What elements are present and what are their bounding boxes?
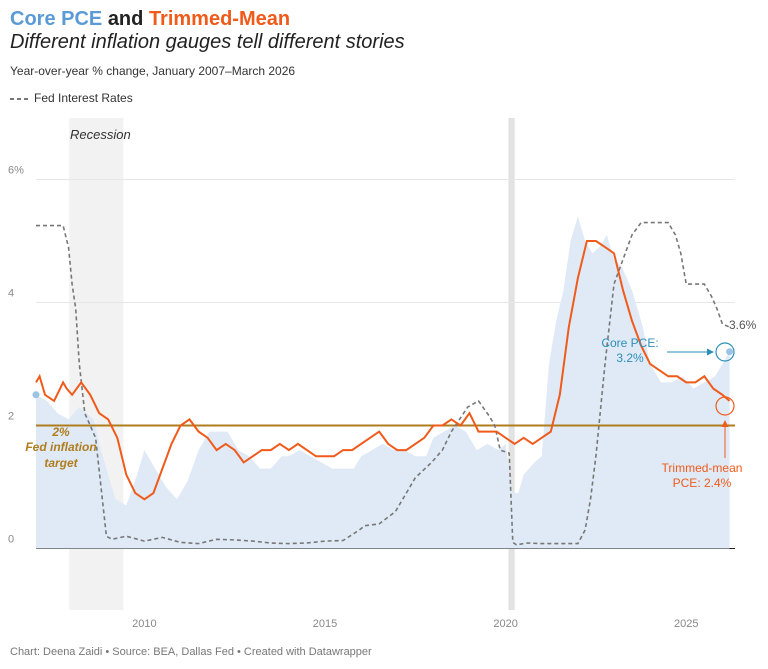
title-and: and (107, 8, 144, 30)
core-pce-label-line1: Core PCE: (601, 336, 658, 350)
target-label-line3: target (44, 456, 78, 470)
target-label-line1: 2% (51, 425, 70, 439)
chart-subtitle: Different inflation gauges tell differen… (10, 31, 405, 53)
trimmed-mean-label-line1: Trimmed-mean (662, 461, 743, 475)
y-tick-label: 6% (8, 165, 24, 177)
title-trimmed-mean: Trimmed-Mean (148, 8, 291, 30)
trimmed-mean-arrowhead (721, 420, 729, 427)
trimmed-mean-label-line2: PCE: 2.4% (673, 476, 732, 490)
y-tick-label: 4 (8, 288, 14, 300)
core-pce-arrowhead (707, 348, 714, 356)
core-pce-start-point (32, 391, 40, 399)
recession-band (508, 118, 515, 610)
core-pce-label-line2: 3.2% (616, 351, 644, 365)
y-tick-label: 0 (8, 534, 14, 546)
legend-dash-icon (10, 97, 28, 100)
chart-description: Year-over-year % change, January 2007–Ma… (10, 64, 296, 78)
title-core-pce: Core PCE (10, 8, 103, 30)
core-pce-end-point (726, 348, 734, 356)
core-pce-end-circle (715, 342, 735, 362)
legend-label: Fed Interest Rates (34, 91, 133, 105)
fed-rate-line (36, 221, 730, 546)
y-tick-label: 2 (8, 411, 14, 423)
x-tick-label: 2025 (674, 618, 698, 630)
target-label-line2: Fed inflation (25, 440, 96, 454)
chart-footer: Chart: Deena Zaidi • Source: BEA, Dallas… (10, 646, 372, 658)
trimmed-mean-line (35, 240, 731, 501)
trimmed-mean-end-circle (715, 396, 735, 416)
chart-title: Core PCE and Trimmed-Mean (10, 8, 290, 30)
x-tick-label: 2020 (493, 618, 517, 630)
core-pce-area (36, 216, 730, 549)
fed-rate-end-label: 3.6% (729, 318, 757, 332)
x-tick-label: 2015 (313, 618, 337, 630)
x-tick-label: 2010 (132, 618, 156, 630)
recession-label: Recession (70, 127, 131, 142)
legend: Fed Interest Rates (10, 91, 133, 105)
